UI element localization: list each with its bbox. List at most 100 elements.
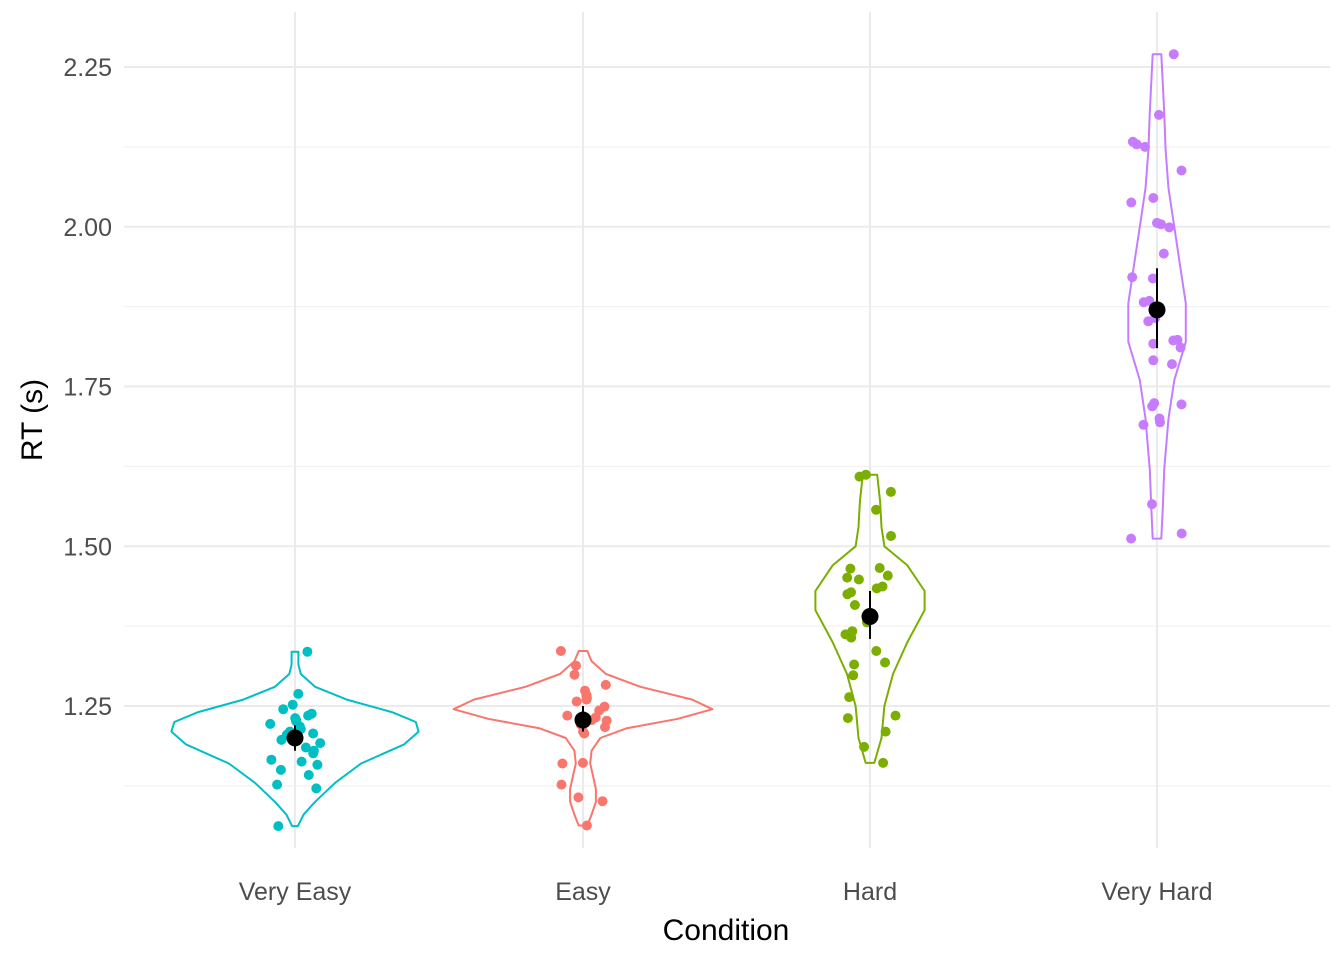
- data-point: [1147, 273, 1158, 284]
- data-point: [287, 699, 298, 710]
- data-point: [842, 572, 853, 583]
- data-point: [1131, 139, 1142, 150]
- data-point: [1158, 248, 1169, 259]
- data-point: [1154, 109, 1164, 120]
- data-point: [311, 783, 322, 794]
- data-point: [278, 704, 289, 715]
- data-point: [573, 792, 584, 803]
- y-tick-label: 1.25: [63, 693, 112, 721]
- mean-ci-layer: [286, 268, 1166, 751]
- data-point: [300, 742, 311, 753]
- data-point: [885, 486, 896, 497]
- data-point: [296, 756, 307, 767]
- data-point: [1143, 316, 1154, 327]
- data-point: [1127, 272, 1138, 283]
- data-point: [1167, 359, 1177, 370]
- data-point: [303, 710, 314, 721]
- y-axis-title: RT (s): [16, 379, 49, 461]
- data-point: [844, 692, 855, 703]
- data-point: [853, 574, 864, 585]
- data-point: [600, 679, 611, 690]
- data-point: [880, 657, 890, 668]
- data-point: [1138, 297, 1149, 308]
- y-tick-label: 2.25: [63, 54, 112, 82]
- data-point: [871, 583, 882, 594]
- x-tick-label: Very Hard: [1101, 878, 1212, 906]
- data-point: [579, 728, 590, 739]
- data-point: [581, 820, 592, 831]
- x-axis-tick-labels: Very Easy Easy Hard Very Hard: [239, 878, 1213, 906]
- data-point: [1148, 338, 1159, 349]
- data-point: [302, 646, 313, 657]
- x-tick-label: Hard: [843, 878, 897, 906]
- data-point: [842, 713, 853, 724]
- data-point: [1156, 219, 1166, 230]
- data-point: [562, 710, 573, 721]
- data-point: [859, 741, 870, 752]
- data-point: [1164, 222, 1175, 233]
- data-point: [308, 728, 319, 739]
- data-point: [597, 796, 608, 807]
- y-tick-label: 1.75: [63, 374, 112, 402]
- violin-very-easy: [170, 650, 420, 828]
- data-point: [1155, 417, 1165, 428]
- data-point: [845, 563, 856, 574]
- data-point: [848, 670, 859, 681]
- data-point: [1176, 165, 1187, 176]
- data-point: [265, 718, 276, 729]
- data-point: [303, 770, 314, 780]
- mean-point: [286, 729, 304, 747]
- data-point: [273, 821, 284, 832]
- data-point: [1168, 49, 1179, 60]
- data-point: [849, 600, 860, 610]
- data-point: [272, 779, 283, 790]
- data-point: [1168, 335, 1179, 346]
- mean-point: [861, 608, 879, 626]
- x-tick-label: Easy: [555, 878, 611, 906]
- violin-very-hard: [1127, 53, 1187, 540]
- data-point: [842, 589, 853, 600]
- data-point: [1148, 355, 1159, 366]
- data-point: [1176, 399, 1187, 410]
- data-point: [1126, 197, 1137, 208]
- data-point: [312, 759, 323, 770]
- data-point: [1138, 419, 1149, 430]
- mean-point: [1148, 301, 1166, 319]
- data-point: [557, 758, 568, 769]
- data-point: [571, 696, 582, 707]
- mean-point: [574, 711, 592, 729]
- data-point: [882, 570, 893, 581]
- data-point: [1147, 499, 1157, 510]
- data-point: [846, 632, 857, 643]
- x-axis-title: Condition: [663, 914, 790, 947]
- data-point: [308, 748, 319, 759]
- minor-gridlines: [124, 146, 1330, 787]
- data-point: [878, 757, 889, 768]
- data-point: [571, 660, 581, 671]
- data-point: [555, 646, 566, 656]
- y-tick-label: 2.00: [63, 214, 112, 242]
- data-point: [854, 471, 865, 482]
- data-point: [849, 659, 860, 670]
- y-tick-label: 1.50: [63, 533, 112, 561]
- data-point: [556, 779, 567, 790]
- data-point: [1126, 533, 1137, 544]
- y-axis-tick-labels: 1.25 1.50 1.75 2.00 2.25: [63, 54, 112, 721]
- data-point: [1140, 141, 1150, 152]
- data-point: [276, 734, 287, 745]
- data-point: [871, 504, 882, 515]
- data-point: [874, 563, 885, 573]
- data-point: [275, 764, 286, 775]
- x-tick-label: Very Easy: [239, 878, 352, 906]
- data-point: [600, 722, 610, 733]
- data-point: [1176, 528, 1187, 539]
- data-point: [880, 726, 891, 737]
- data-point: [1175, 342, 1186, 353]
- data-point: [871, 646, 882, 656]
- data-point: [581, 694, 592, 705]
- data-point: [266, 754, 277, 765]
- violin-easy: [452, 650, 714, 827]
- data-point: [315, 738, 326, 749]
